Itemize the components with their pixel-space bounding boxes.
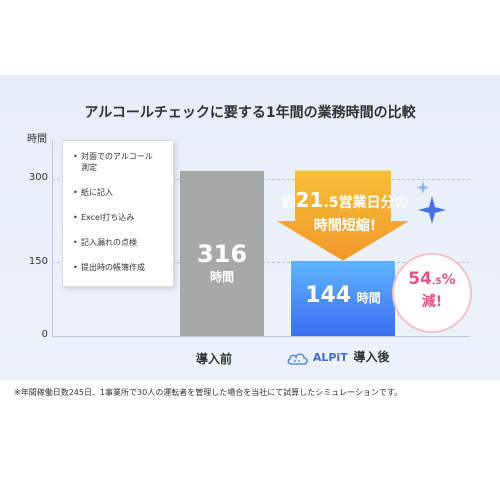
callout-number: 21 bbox=[295, 188, 324, 212]
sparkle-icon bbox=[418, 196, 446, 224]
callout-line2: 時間短縮! bbox=[313, 218, 377, 234]
category-before: 導入前 bbox=[196, 352, 233, 366]
reduction-label: 減! bbox=[421, 294, 443, 310]
chart-title: アルコールチェックに要する1年間の業務時間の比較 bbox=[84, 105, 416, 121]
reduction-percent: % bbox=[441, 272, 456, 288]
category-after: ALPiT 導入後 bbox=[287, 348, 390, 365]
bar-before-value: 316 bbox=[196, 240, 248, 269]
category-after-label: 導入後 bbox=[353, 350, 390, 364]
reduction-arrow-shape bbox=[277, 170, 409, 261]
bar-before-label: 316 時間 bbox=[180, 240, 264, 285]
reduction-badge: 54.5% 減! bbox=[392, 253, 472, 333]
bar-after bbox=[291, 260, 395, 336]
footnote: ※年間稼働日数245日、1事業所で30人の運転者を管理した場合を当社にて試算した… bbox=[14, 388, 403, 397]
y-tick-0: 0 bbox=[41, 329, 48, 340]
cloud-logo-icon bbox=[287, 353, 308, 365]
bar-after-value: 144 bbox=[305, 283, 352, 309]
bar-before-unit: 時間 bbox=[209, 270, 234, 285]
bar-before bbox=[180, 170, 264, 336]
y-tick-300: 300 bbox=[28, 172, 48, 183]
tasks-box: 対面でのアルコール測定 紙に記入 Excel打ち込み 記入漏れの点検 提出時の帳… bbox=[62, 140, 174, 287]
y-axis-line bbox=[52, 140, 53, 336]
bar-after-label: 144 時間 bbox=[291, 283, 395, 308]
callout-prefix: 約 bbox=[281, 195, 296, 211]
task-item: 記入漏れの点検 bbox=[73, 237, 173, 248]
y-axis-label: 時間 bbox=[27, 134, 47, 145]
reduction-callout: 約21.5営業日分の 時間短縮! bbox=[275, 188, 415, 235]
y-tick-150: 150 bbox=[28, 256, 48, 267]
brand-name: ALPiT bbox=[312, 351, 348, 364]
reduction-number: 54 bbox=[408, 269, 432, 289]
task-item: 対面でのアルコール測定 bbox=[73, 151, 153, 173]
x-axis-baseline bbox=[52, 336, 470, 337]
reduction-decimal: .5 bbox=[431, 277, 442, 287]
bar-after-unit: 時間 bbox=[356, 291, 381, 306]
sparkle-icon bbox=[417, 181, 429, 194]
callout-suffix: 営業日分の bbox=[338, 195, 409, 211]
task-item: Excel打ち込み bbox=[73, 212, 173, 223]
task-item: 紙に記入 bbox=[73, 187, 173, 198]
task-item: 提出時の帳簿作成 bbox=[73, 262, 173, 273]
callout-decimal: .5 bbox=[323, 195, 339, 211]
